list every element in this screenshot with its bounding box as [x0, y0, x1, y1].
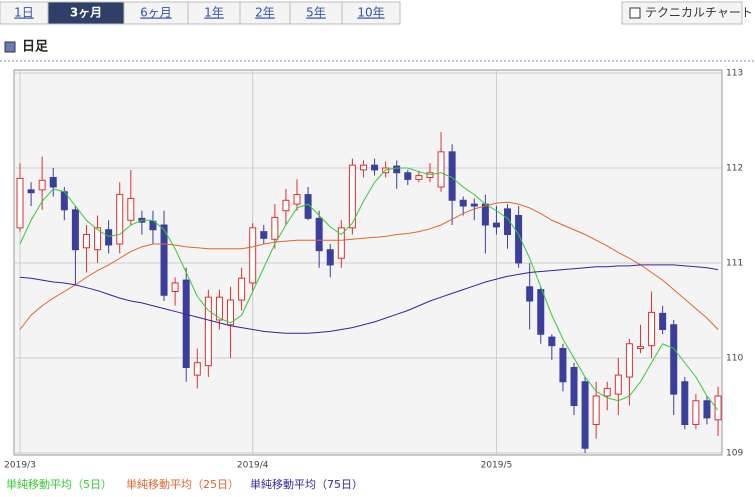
candle-body	[636, 346, 644, 350]
tab-label: 1年	[204, 6, 224, 20]
candle-body	[581, 381, 589, 449]
y-tick-label: 109	[726, 449, 743, 459]
candle-body	[149, 220, 157, 231]
candle-body	[703, 400, 711, 419]
candle-body	[82, 234, 90, 249]
technical-button[interactable]	[621, 1, 743, 25]
candle-body	[127, 197, 135, 221]
candle-body	[38, 179, 46, 191]
candle-body	[393, 165, 401, 174]
candle-body	[692, 400, 700, 425]
candle-body	[204, 296, 212, 367]
candle-body	[227, 299, 235, 326]
candle-body	[371, 164, 379, 171]
ma-line	[19, 167, 719, 411]
ma-line	[19, 201, 719, 330]
candle-body	[437, 151, 445, 188]
candle-body	[459, 199, 467, 207]
candle-body	[614, 374, 622, 395]
candle-body	[625, 343, 633, 378]
candle-body	[49, 177, 57, 188]
candle-body	[603, 387, 611, 397]
tab-label: 1日	[14, 6, 34, 20]
button-icon	[629, 7, 641, 19]
candle-body	[71, 209, 79, 251]
x-tick-label: 2019/4	[237, 461, 269, 471]
heading: 日足	[22, 40, 49, 55]
tab[interactable]	[341, 1, 401, 25]
candle-body	[94, 227, 102, 251]
candle-body	[504, 208, 512, 236]
candle-body	[249, 227, 257, 284]
candle-body	[293, 194, 301, 205]
candle-body	[271, 216, 279, 240]
candle-body	[160, 224, 168, 296]
tab-label: 3ヶ月	[70, 6, 102, 20]
legend-entry: 単純移動平均（25日）	[126, 477, 239, 491]
candle-body	[105, 229, 113, 246]
candle-body	[238, 277, 246, 301]
x-tick-label: 2019/5	[481, 461, 513, 471]
candle-body	[659, 312, 667, 331]
candle-body	[116, 194, 124, 245]
candle-body	[670, 324, 678, 395]
legend-entry: 単純移動平均（75日）	[250, 477, 363, 491]
y-tick-label: 111	[726, 259, 743, 269]
tab-label: 2年	[255, 6, 275, 20]
candle-body	[470, 203, 478, 207]
candle-body	[282, 199, 290, 212]
y-tick-label: 113	[726, 69, 743, 79]
candle-body	[526, 286, 534, 302]
candle-body	[515, 215, 523, 264]
candle-body	[348, 164, 356, 229]
candle-body	[404, 172, 412, 180]
candle-body	[648, 311, 656, 347]
heading-icon	[4, 41, 16, 53]
tab-label: 6ヶ月	[140, 6, 172, 20]
candle-body	[16, 177, 24, 229]
candle-body	[193, 362, 201, 376]
candle-body	[681, 381, 689, 425]
legend-entry: 単純移動平均（5日）	[6, 477, 112, 491]
x-tick-label: 2019/3	[4, 461, 36, 471]
candle-body	[326, 249, 334, 266]
candle-body	[570, 367, 578, 406]
button-label: テクニカルチャート	[645, 6, 753, 20]
candle-body	[714, 395, 722, 421]
y-tick-label: 110	[726, 354, 743, 364]
candle-body	[359, 164, 367, 171]
candle-body	[592, 395, 600, 425]
candle-body	[492, 222, 500, 228]
candle-body	[481, 203, 489, 226]
candle-body	[559, 348, 567, 383]
candle-body	[215, 296, 223, 321]
candle-body	[548, 336, 556, 347]
candle-body	[260, 231, 268, 239]
tab-label: 5年	[306, 6, 326, 20]
tab-label: 10年	[357, 6, 384, 20]
ma-line	[19, 264, 719, 334]
candle-body	[337, 227, 345, 259]
candle-body	[537, 289, 545, 335]
candle-body	[315, 217, 323, 252]
y-tick-label: 112	[726, 164, 743, 174]
candle-body	[415, 175, 423, 180]
candle-body	[182, 279, 190, 369]
candle-body	[27, 189, 35, 194]
candle-body	[171, 282, 179, 293]
